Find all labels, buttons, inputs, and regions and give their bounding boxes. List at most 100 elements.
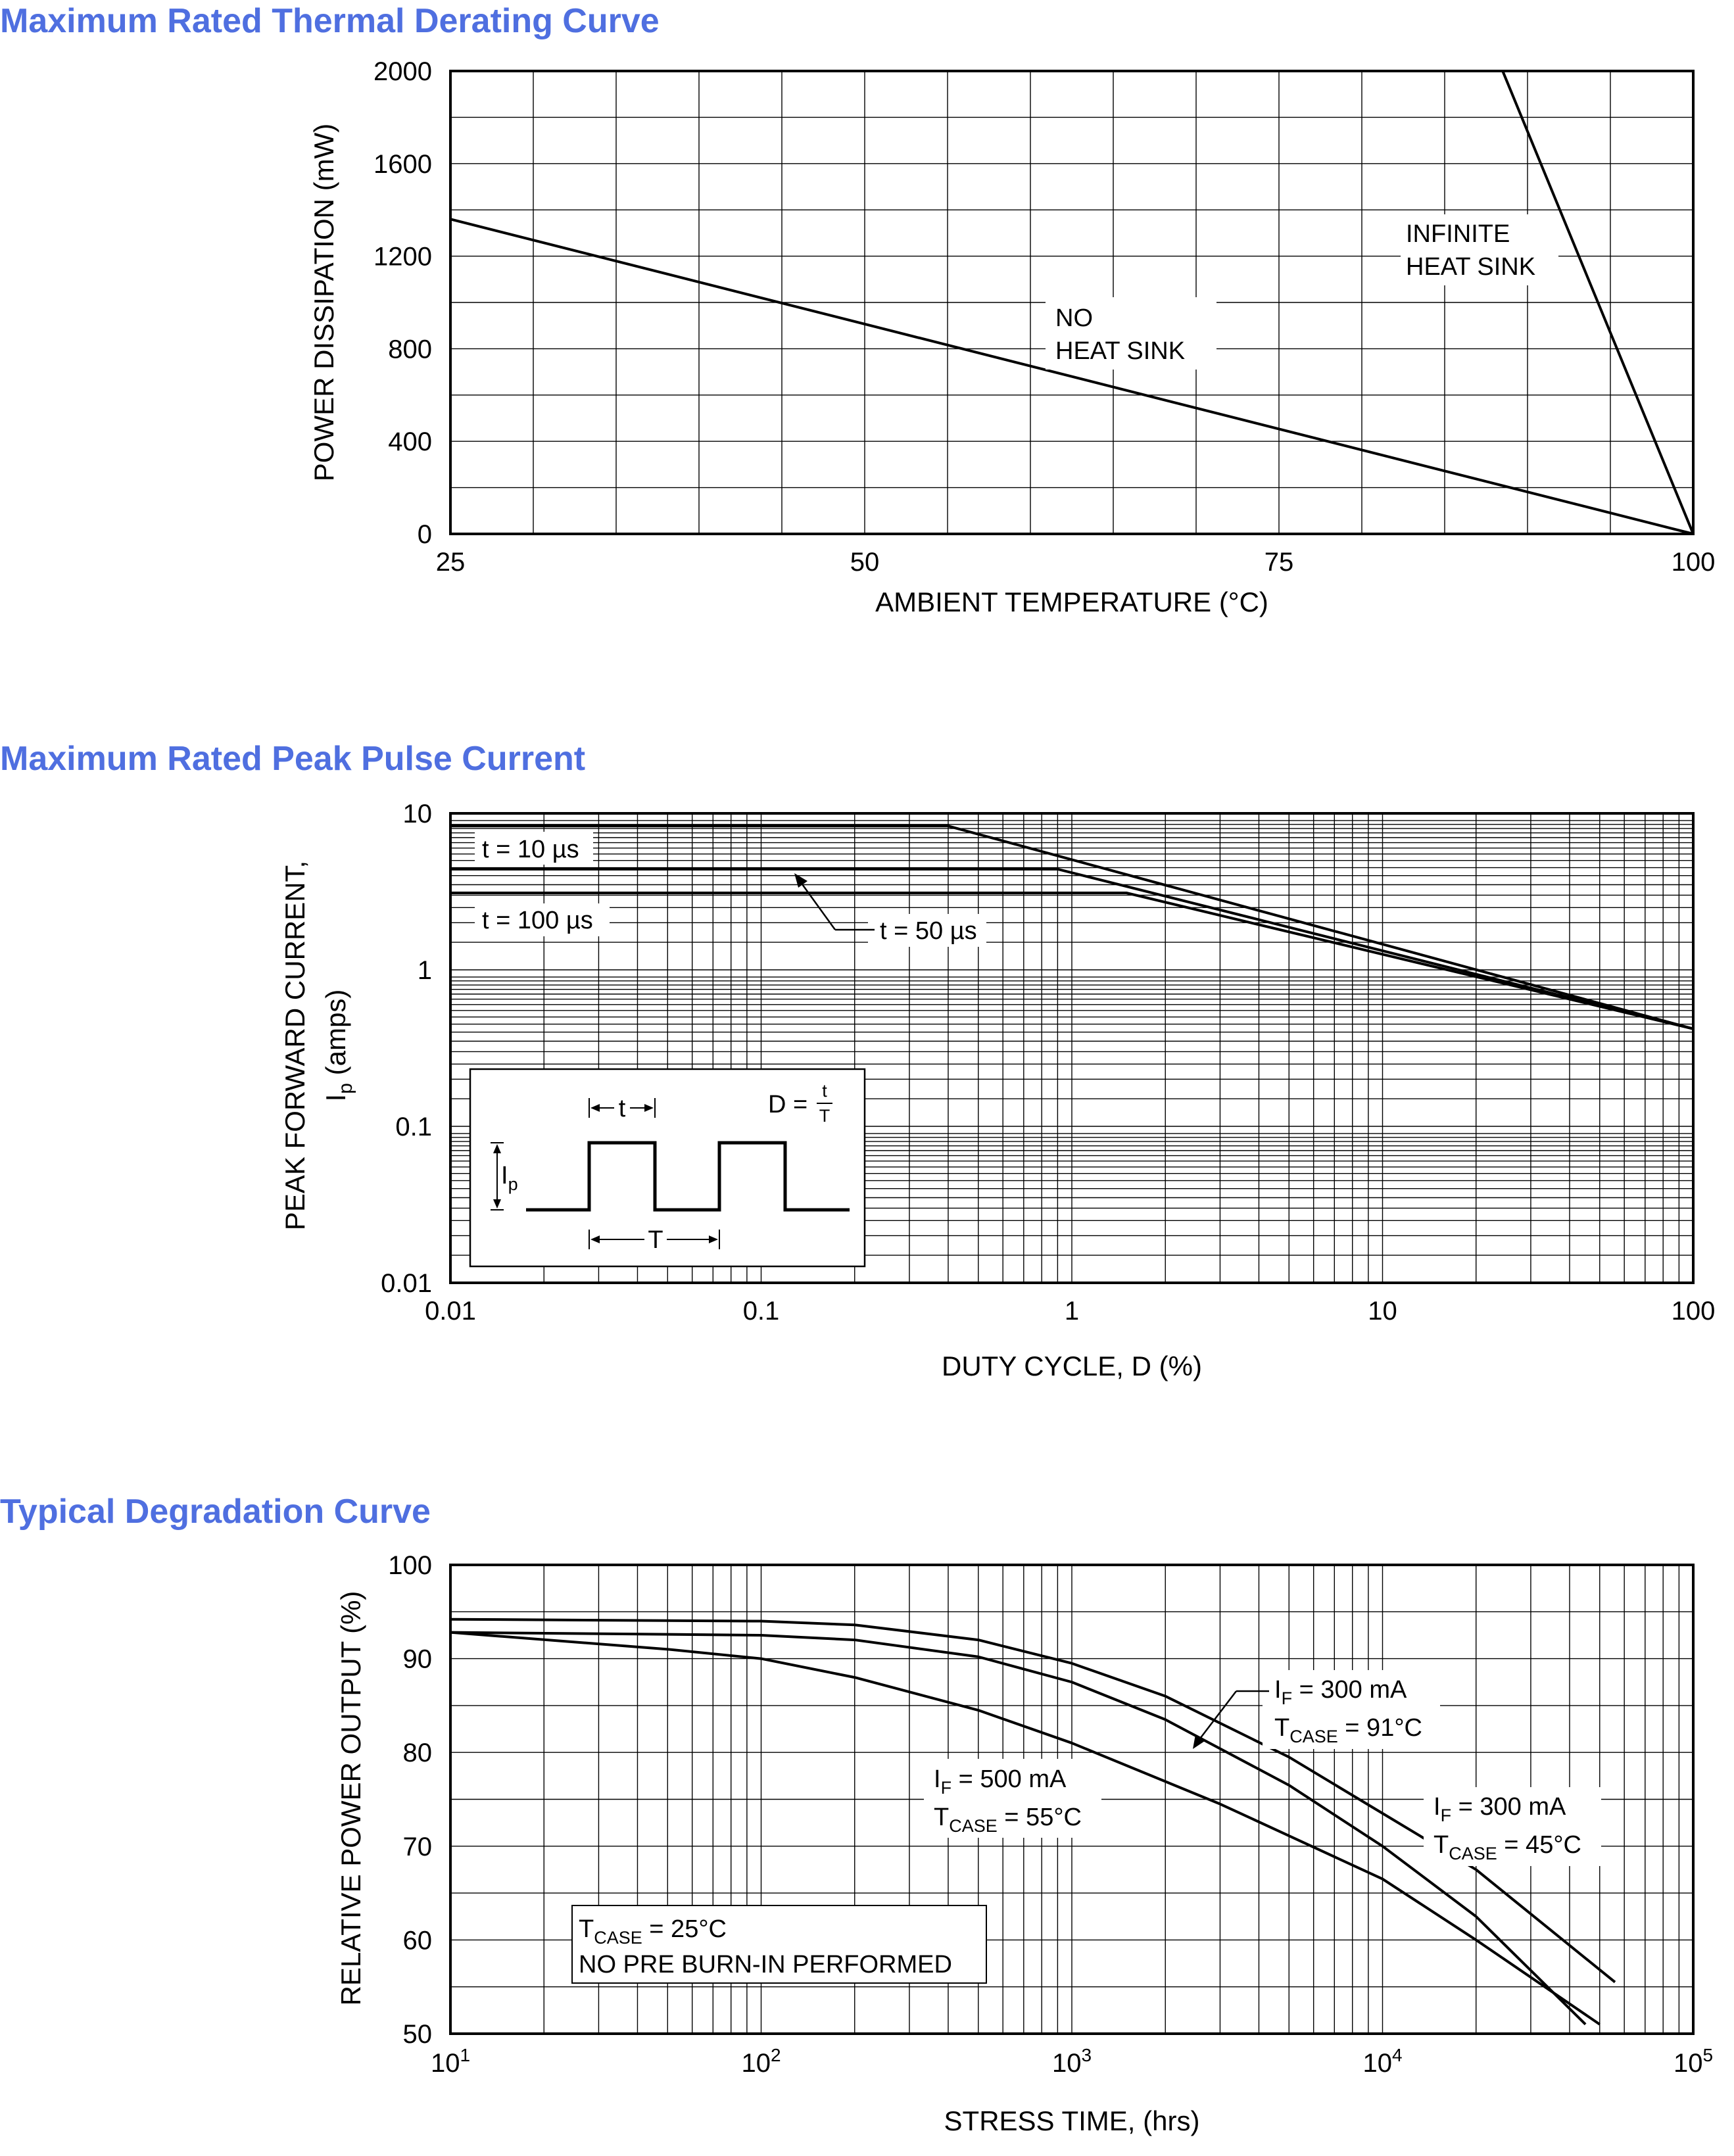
chart3-series-line-1 — [450, 1631, 1601, 2026]
peak-pulse-current-chart: 0.01 0.1 1 10 100 0.01 0.1 1 10 t = 10 µs t = 10… — [279, 800, 1715, 1381]
label-91-arrow-head — [1193, 1735, 1205, 1749]
chart3-x-tick-exponent: 5 — [1702, 2045, 1713, 2065]
T-dim-arrow-left — [590, 1235, 600, 1243]
chart2-series — [450, 825, 1694, 1030]
chart3-x-axis-label: STRESS TIME, (hrs) — [944, 2105, 1200, 2136]
chart2-x-axis-label: DUTY CYCLE, D (%) — [942, 1351, 1202, 1381]
chart3-x-tick: 102 — [741, 2045, 781, 2078]
label-91-bg — [1263, 1670, 1440, 1749]
chart2-x-tick: 0.1 — [743, 1297, 780, 1326]
chart2-y-tick: 1 — [418, 956, 432, 985]
tcase-91-label: TCASE = 91°C — [1274, 1714, 1422, 1746]
chart2-x-tick: 1 — [1065, 1297, 1079, 1326]
chart1-x-tick: 25 — [436, 548, 466, 577]
ip-dim-arrow-top — [493, 1144, 501, 1153]
chart1-y-tick: 1200 — [373, 243, 432, 272]
chart3-x-tick-exponent: 3 — [1081, 2045, 1092, 2065]
chart1-y-tick: 800 — [388, 335, 432, 364]
label-91-arrow-line — [1197, 1690, 1237, 1742]
chart3-x-tick: 103 — [1052, 2045, 1092, 2078]
chart2-series-line-1 — [450, 867, 1694, 1030]
pulse-waveform — [526, 1141, 850, 1212]
if-300-45-label: IF = 300 mA — [1433, 1793, 1566, 1825]
chart2-title: Maximum Rated Peak Pulse Current — [0, 740, 586, 778]
chart3-plot-frame — [449, 1564, 1695, 2035]
chart1-title: Maximum Rated Thermal Derating Curve — [0, 2, 660, 40]
inset-box — [469, 1068, 866, 1268]
inset-frac-num: t — [822, 1081, 827, 1101]
chart3-y-axis-label: RELATIVE POWER OUTPUT (%) — [335, 1591, 366, 2006]
chart3-x-tick-base: 10 — [1362, 2049, 1392, 2078]
chart3-y-tick: 50 — [403, 2020, 433, 2049]
chart1-y-tick: 1600 — [373, 150, 432, 179]
tcase-45-label: TCASE = 45°C — [1433, 1831, 1581, 1863]
tcase-55-label: TCASE = 55°C — [934, 1804, 1082, 1836]
chart1-label-bg-2 — [1401, 214, 1558, 285]
no-heat-sink-label-2: HEAT SINK — [1055, 337, 1185, 365]
chart1-label-bg — [1046, 297, 1216, 370]
chart2-y-tick: 0.01 — [381, 1269, 432, 1298]
chart3-x-tick: 101 — [431, 2045, 470, 2078]
chart3-series-line-0 — [450, 1631, 1587, 2026]
inset-T-label: T — [648, 1226, 663, 1254]
t50-arrow-head — [794, 873, 807, 888]
inset-d-label: D = — [768, 1091, 807, 1118]
chart3-x-tick-base: 10 — [1674, 2049, 1703, 2078]
chart1-x-tick: 50 — [850, 548, 880, 577]
inset-ip-label: Ip — [501, 1162, 518, 1194]
chart3-y-tick: 80 — [403, 1738, 433, 1767]
chart1-gridlines — [450, 71, 1693, 534]
ip-dim-arrow-bottom — [493, 1199, 501, 1209]
t50-label: t = 50 µs — [880, 917, 977, 945]
chart2-y-tick: 0.1 — [395, 1113, 432, 1141]
note-line-1: TCASE = 25°C — [579, 1915, 727, 1948]
chart3-y-tick: 90 — [403, 1645, 433, 1674]
t-dim-arrow-right — [644, 1104, 654, 1112]
chart2-x-tick: 10 — [1368, 1297, 1397, 1326]
chart2-y-tick: 10 — [403, 800, 433, 828]
t10-label-bg — [475, 832, 593, 865]
chart1-y-tick: 0 — [418, 520, 432, 549]
chart3-x-tick-base: 10 — [741, 2049, 771, 2078]
chart3-x-tick: 104 — [1362, 2045, 1402, 2078]
test-condition-note-box — [571, 1905, 987, 1984]
infinite-heat-sink-label-2: HEAT SINK — [1406, 253, 1535, 281]
chart2-tick-labels: 0.01 0.1 1 10 100 0.01 0.1 1 10 — [381, 800, 1715, 1326]
inset-t-label: t — [619, 1095, 626, 1122]
chart3-y-tick: 100 — [388, 1551, 432, 1580]
chart1-series — [450, 70, 1695, 535]
chart1-tick-labels: 25 50 75 100 0 400 800 1200 1600 2000 — [373, 57, 1715, 577]
t10-label: t = 10 µs — [482, 836, 579, 863]
chart2-series-line-2 — [450, 892, 1694, 1030]
chart2-x-tick: 100 — [1672, 1297, 1716, 1326]
chart1-x-axis-label: AMBIENT TEMPERATURE (°C) — [875, 587, 1268, 617]
note-line-2: NO PRE BURN-IN PERFORMED — [579, 1951, 952, 1978]
duty-cycle-inset: t T Ip D = t T — [469, 1068, 866, 1268]
chart3-x-tick-base: 10 — [1052, 2049, 1082, 2078]
chart2-y-axis-label-2: Ip (amps) — [320, 990, 356, 1102]
chart3-x-tick-base: 10 — [431, 2049, 460, 2078]
label-45-bg — [1424, 1787, 1601, 1866]
chart1-y-axis-label: POWER DISSIPATION (mW) — [308, 124, 339, 481]
chart3-y-tick: 60 — [403, 1926, 433, 1955]
chart2-series-line-0 — [450, 825, 1694, 1030]
chart1-y-tick: 400 — [388, 427, 432, 456]
t100-label: t = 100 µs — [482, 907, 593, 934]
T-dim-arrow-right — [709, 1235, 718, 1243]
chart3-x-tick-exponent: 4 — [1392, 2045, 1403, 2065]
t50-arrow-line — [798, 879, 836, 930]
chart3-x-tick-exponent: 2 — [771, 2045, 781, 2065]
chart2-plot-frame — [449, 812, 1695, 1284]
label-55-bg — [924, 1759, 1101, 1838]
chart3-y-tick: 70 — [403, 1833, 433, 1861]
if-300-91-label: IF = 300 mA — [1274, 1676, 1407, 1708]
chart1-y-tick: 2000 — [373, 57, 432, 86]
chart3-title: Typical Degradation Curve — [0, 1493, 431, 1531]
t100-label-bg — [475, 903, 610, 936]
chart1-series-line-1 — [450, 70, 1695, 535]
inset-frac-den: T — [819, 1106, 831, 1126]
chart2-y-axis-label-1: PEAK FORWARD CURRENT, — [279, 861, 310, 1230]
infinite-heat-sink-label-1: INFINITE — [1406, 220, 1510, 248]
